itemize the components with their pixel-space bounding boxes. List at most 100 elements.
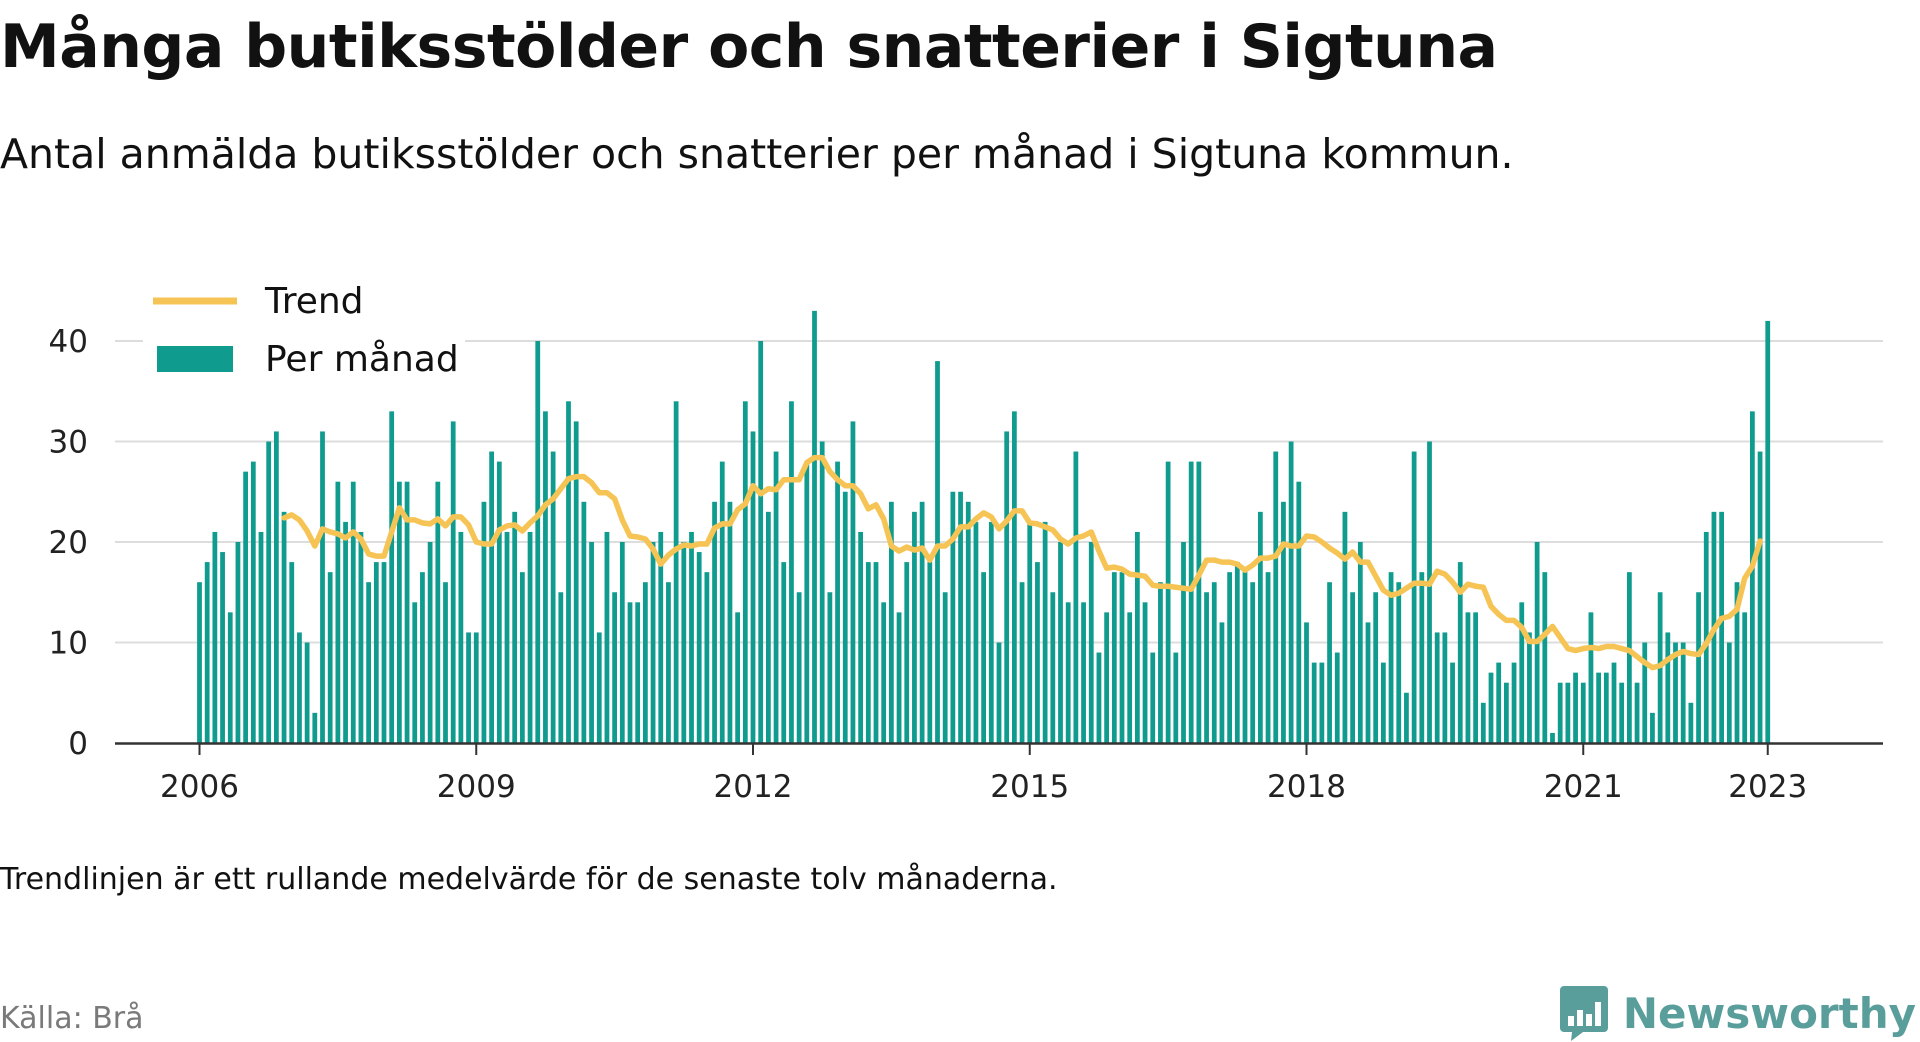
bar [1196, 461, 1202, 743]
bar [535, 341, 541, 743]
bar [896, 612, 902, 743]
bar [1265, 572, 1271, 743]
bar [412, 602, 418, 743]
x-tick-label: 2012 [714, 769, 793, 805]
bar [220, 552, 225, 743]
y-tick-label: 40 [49, 324, 88, 360]
bar [612, 592, 618, 743]
bar [1488, 672, 1494, 743]
bar [358, 531, 364, 743]
source-label: Källa: Brå [0, 1001, 144, 1036]
bar [850, 421, 856, 743]
bar [1304, 622, 1309, 743]
bar [1626, 572, 1632, 743]
bar [1396, 582, 1402, 743]
bar [1188, 461, 1194, 743]
footnote: Trendlinjen är ett rullande medelvärde f… [0, 862, 1058, 897]
bar [1542, 572, 1548, 743]
bar [942, 592, 948, 743]
bar [1680, 642, 1686, 743]
legend-bars-label: Per månad [265, 339, 459, 380]
bar [273, 431, 279, 743]
bar [1726, 642, 1732, 743]
bar [443, 582, 448, 743]
bar [350, 481, 356, 743]
y-tick-label: 30 [49, 425, 88, 461]
bar [581, 501, 587, 743]
bar [1342, 511, 1348, 743]
bar [1088, 542, 1094, 743]
bar [389, 411, 395, 743]
bar [573, 421, 579, 743]
bar [458, 531, 464, 743]
chart-title: Många butiksstölder och snatterier i Sig… [0, 12, 1498, 82]
bar [543, 411, 548, 743]
bar [812, 310, 817, 743]
legend-background [143, 292, 465, 392]
bar [696, 552, 702, 743]
bar [1327, 582, 1332, 743]
bar [1480, 702, 1486, 743]
bar [727, 501, 733, 743]
bar [1703, 531, 1709, 743]
bar [1127, 612, 1133, 743]
bar [304, 642, 310, 743]
bar [420, 572, 425, 743]
bar [912, 511, 917, 743]
bar [250, 461, 256, 743]
bar [650, 542, 656, 743]
x-tick-label: 2023 [1728, 769, 1807, 805]
bar [765, 511, 771, 743]
bar [1065, 602, 1071, 743]
bar [1527, 632, 1532, 743]
bar [789, 401, 794, 743]
bar [550, 451, 556, 743]
bar [1650, 712, 1655, 743]
bar [1234, 562, 1240, 743]
bar [712, 501, 717, 743]
bar [489, 451, 495, 743]
bar [1242, 572, 1248, 743]
bar [1181, 542, 1186, 743]
bar [1442, 632, 1448, 743]
bar [519, 572, 525, 743]
bar [1742, 612, 1748, 743]
bar [266, 441, 272, 743]
bar [1104, 612, 1110, 743]
bar [719, 461, 725, 743]
bar [396, 481, 402, 743]
bar [1035, 562, 1040, 743]
newsworthy-logo[interactable]: Newsworthy [1559, 984, 1916, 1042]
x-tick-label: 2018 [1267, 769, 1346, 805]
bar [935, 361, 940, 743]
bar [1350, 592, 1356, 743]
bar [1619, 682, 1625, 743]
bar [1050, 592, 1056, 743]
bar [635, 602, 641, 743]
bar [1580, 682, 1586, 743]
bar [1688, 702, 1694, 743]
y-axis-ticks: 0 10 20 30 40 [49, 324, 88, 762]
bar [1719, 511, 1725, 743]
bar [758, 341, 764, 743]
bar [1204, 592, 1209, 743]
bar [1081, 602, 1086, 743]
bar [881, 602, 887, 743]
bar [873, 562, 879, 743]
bar [742, 401, 748, 743]
bar [373, 562, 379, 743]
bar [1281, 501, 1286, 743]
bar [704, 572, 710, 743]
bar [858, 531, 864, 743]
bar [888, 501, 894, 743]
bar [258, 531, 264, 743]
bar [781, 562, 787, 743]
x-tick-label: 2009 [437, 769, 516, 805]
bar [965, 501, 971, 743]
bar [988, 521, 994, 743]
bar [1473, 612, 1479, 743]
bar [1496, 662, 1502, 743]
bar [1557, 682, 1563, 743]
bar [666, 582, 671, 743]
bar [827, 592, 833, 743]
